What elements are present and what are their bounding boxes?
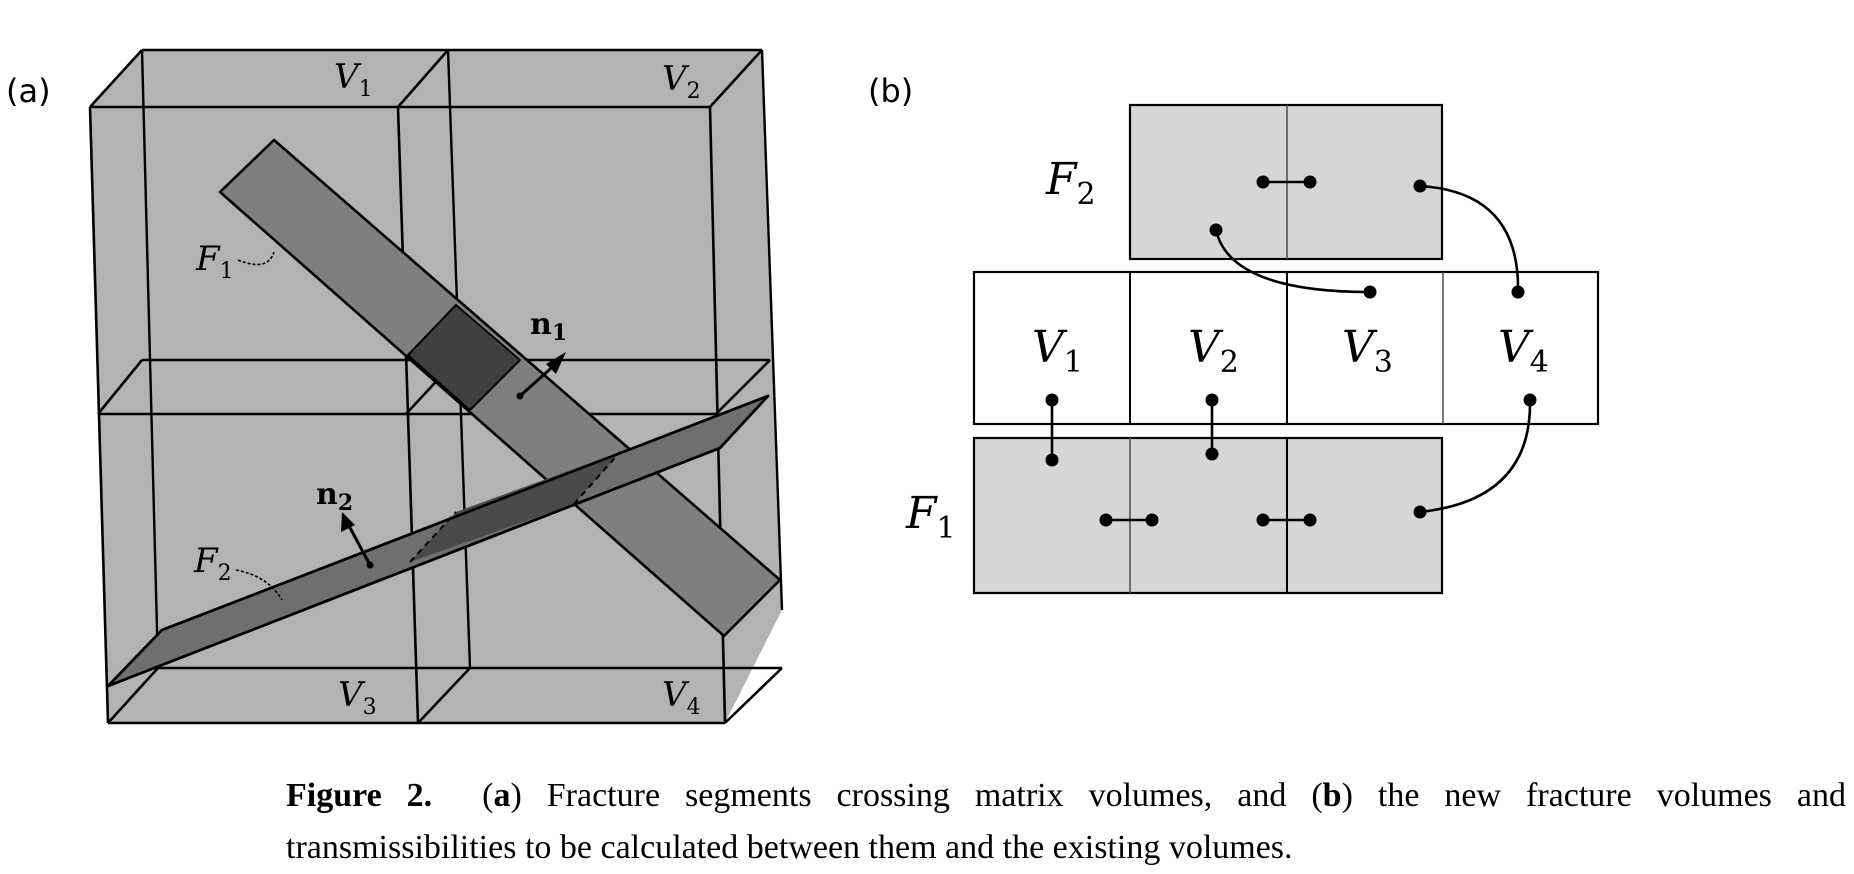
label-f1: F1 — [195, 239, 234, 284]
label-n2: n2 — [316, 477, 353, 516]
label-v3: V3 — [338, 675, 377, 720]
v-row — [972, 270, 1600, 426]
caption-a-letter: a — [493, 777, 511, 814]
caption-b-letter: b — [1322, 777, 1342, 814]
caption-text-a: ) Fracture segments crossing matrix volu… — [510, 777, 1323, 814]
label-b-v1: V1 — [1032, 322, 1083, 380]
normal-n2-arrow — [341, 512, 374, 569]
caption-text-b1: ) the new fracture volumes and — [1341, 777, 1846, 814]
caption-open-a: ( — [482, 777, 494, 814]
label-b-v4: V4 — [1498, 322, 1549, 380]
label-b-v2: V2 — [1188, 322, 1239, 380]
caption-line-2: transmissibilities to be calculated betw… — [286, 829, 1293, 866]
label-v4: V4 — [662, 675, 701, 720]
label-v1: V1 — [334, 57, 373, 102]
panel-a: (a) — [6, 48, 784, 725]
normal-n1-arrow — [516, 352, 566, 400]
panel-b-label: (b) — [868, 72, 913, 110]
label-n1: n1 — [530, 307, 567, 346]
f2-leader — [235, 569, 283, 601]
caption-line-1: Figure 2. (a) Fracture segments crossing… — [286, 770, 1846, 822]
label-b-f1: F1 — [905, 488, 956, 546]
label-b-f2: F2 — [1045, 154, 1096, 212]
label-f2: F2 — [193, 541, 232, 586]
cell-centers — [1045, 175, 1537, 527]
label-v2: V2 — [662, 59, 701, 104]
f1-row — [972, 436, 1444, 595]
panel-b: (b) — [868, 72, 1600, 595]
f1-cells — [972, 436, 1444, 595]
f2-overlap-region — [410, 452, 620, 562]
transmissibility-links — [1050, 180, 1532, 522]
caption-figure-label: Figure 2. — [286, 777, 433, 814]
fracture-f2-outline — [106, 394, 770, 688]
label-b-v3: V3 — [1342, 322, 1393, 380]
panel-a-label: (a) — [6, 72, 51, 110]
figure-caption: Figure 2. (a) Fracture segments crossing… — [286, 770, 1846, 874]
